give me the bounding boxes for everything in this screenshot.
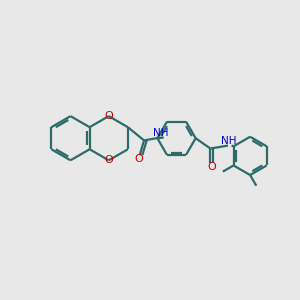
Text: O: O: [135, 154, 143, 164]
Text: O: O: [207, 162, 216, 172]
Text: NH: NH: [221, 136, 237, 146]
Text: O: O: [104, 155, 113, 165]
Text: O: O: [104, 111, 113, 121]
Text: NH: NH: [153, 128, 169, 138]
